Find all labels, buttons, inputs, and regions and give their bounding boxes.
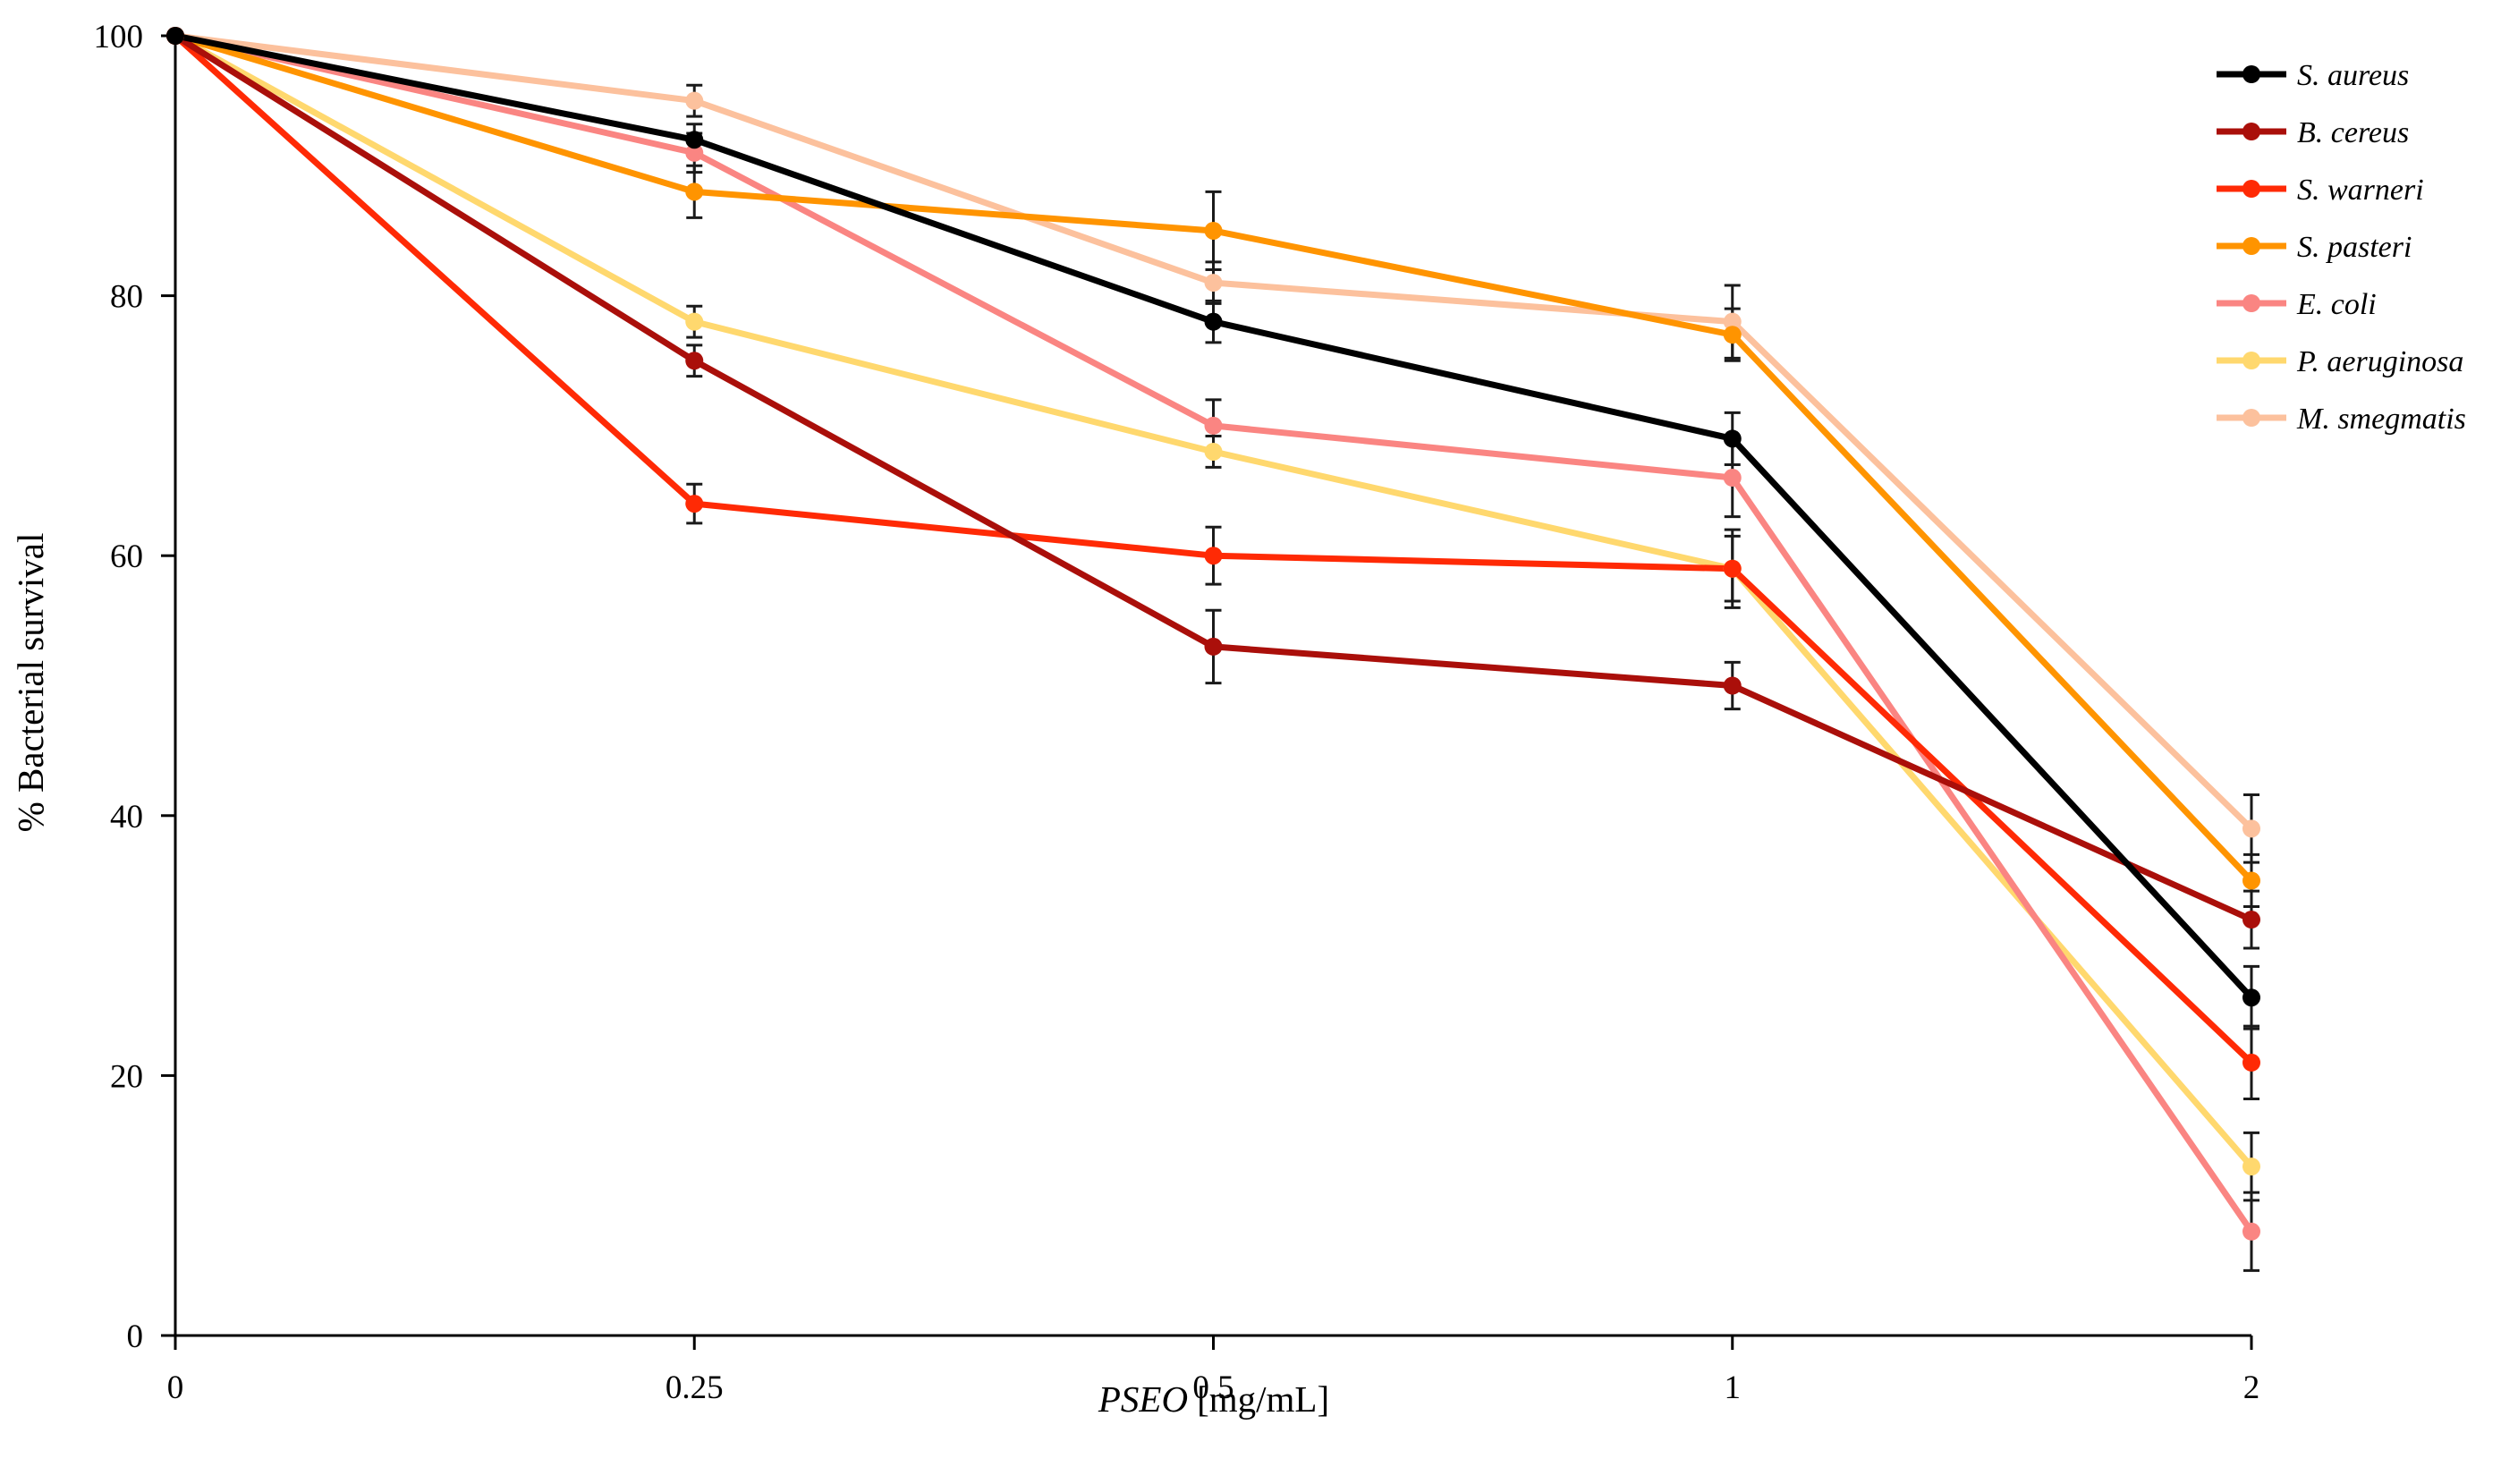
data-point-b-cereus [2242, 911, 2260, 929]
data-point-e-coli [1723, 469, 1742, 488]
legend: S. aureus B. cereus S. warneri S. pasteri E.… [2217, 59, 2466, 436]
legend-label: B. cereus [2297, 116, 2409, 149]
legend-item-e-coli: E. coli [2217, 288, 2377, 321]
data-point-p-aeruginosa [2242, 1158, 2260, 1176]
legend-marker [2242, 65, 2260, 83]
series-line-b-cereus [172, 32, 2255, 923]
y-tick-label: 100 [94, 19, 144, 55]
legend-item-p-aeruginosa: P. aeruginosa [2217, 345, 2463, 378]
x-axis-title-variable: PSEO [1098, 1378, 1188, 1420]
data-point-s-aureus [1204, 312, 1223, 331]
x-tick-label: 0.25 [666, 1370, 724, 1406]
legend-label: S. aureus [2297, 59, 2409, 92]
x-axis-title: PSEO [mg/mL] [1098, 1378, 1329, 1420]
data-point-s-warneri [2242, 1053, 2260, 1072]
legend-label: P. aeruginosa [2296, 345, 2463, 378]
legend-label: M. smegmatis [2296, 403, 2466, 436]
data-point-s-pasteri [685, 182, 704, 201]
data-point-p-aeruginosa [685, 312, 704, 331]
x-axis-title-units: [mg/mL] [1197, 1378, 1329, 1420]
y-tick-label: 60 [110, 538, 143, 575]
legend-marker [2242, 180, 2260, 198]
x-tick-label: 2 [2243, 1370, 2260, 1406]
data-point-s-pasteri [1723, 326, 1742, 344]
legend-marker [2242, 294, 2260, 312]
y-tick-label: 40 [110, 799, 143, 835]
legend-item-s-pasteri: S. pasteri [2217, 231, 2412, 264]
y-tick-label: 0 [127, 1319, 144, 1355]
y-tick-label: 80 [110, 279, 143, 316]
data-point-s-warneri [1723, 559, 1742, 578]
data-point-m-smegmatis [685, 91, 704, 110]
data-point-b-cereus [1204, 637, 1223, 656]
y-axis-title: % Bacterial survival [10, 533, 51, 833]
data-point-s-aureus [685, 131, 704, 149]
legend-item-b-cereus: B. cereus [2217, 116, 2409, 149]
x-tick-label: 0 [167, 1370, 184, 1406]
legend-marker [2242, 352, 2260, 369]
data-point-b-cereus [685, 352, 704, 370]
data-point-s-pasteri [2242, 871, 2260, 890]
data-point-m-smegmatis [2242, 819, 2260, 838]
x-tick-label: 1 [1725, 1370, 1742, 1406]
data-point-s-warneri [685, 495, 704, 513]
legend-marker [2242, 409, 2260, 427]
y-tick-label: 20 [110, 1058, 143, 1095]
data-point-s-warneri [1204, 547, 1223, 565]
data-point-s-aureus [166, 27, 184, 45]
data-point-m-smegmatis [1204, 274, 1223, 293]
data-point-m-smegmatis [1723, 312, 1742, 331]
data-point-e-coli [2242, 1222, 2260, 1241]
data-point-e-coli [1204, 416, 1223, 435]
legend-label: S. warneri [2297, 174, 2424, 207]
legend-marker [2242, 237, 2260, 255]
legend-label: E. coli [2296, 288, 2377, 321]
legend-item-s-warneri: S. warneri [2217, 174, 2424, 207]
series-line-s-aureus [172, 32, 2255, 1001]
legend-item-s-aureus: S. aureus [2217, 59, 2409, 92]
data-point-b-cereus [1723, 676, 1742, 695]
x-tick-label: 0.5 [1192, 1370, 1234, 1406]
data-point-e-coli [685, 143, 704, 162]
legend-item-m-smegmatis: M. smegmatis [2217, 403, 2466, 436]
legend-marker [2242, 123, 2260, 140]
data-point-s-pasteri [1204, 221, 1223, 240]
data-point-p-aeruginosa [1204, 442, 1223, 461]
data-point-s-aureus [1723, 429, 1742, 448]
data-point-s-aureus [2242, 988, 2260, 1007]
legend-label: S. pasteri [2297, 231, 2412, 264]
